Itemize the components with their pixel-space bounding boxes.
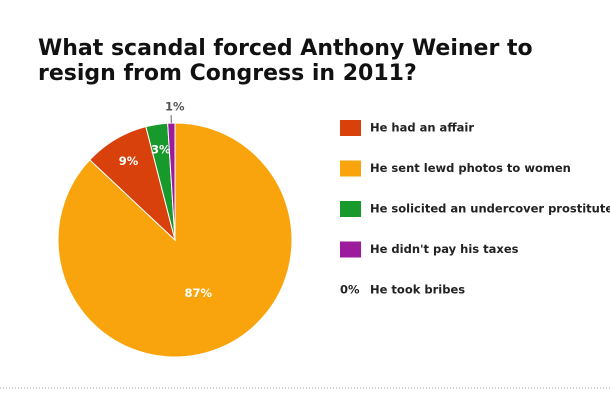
legend-zero-label: 0% <box>340 283 360 297</box>
legend-swatch <box>340 201 361 217</box>
legend-label: He took bribes <box>370 283 465 297</box>
slice-label: 1% <box>165 100 185 114</box>
legend-swatch <box>340 241 361 258</box>
legend-label: He solicited an undercover prostitute <box>370 202 610 216</box>
slice-label: 87% <box>184 286 212 300</box>
legend-label: He had an affair <box>370 121 474 135</box>
legend-swatch <box>340 120 361 136</box>
legend-swatch <box>340 160 361 177</box>
legend-label: He sent lewd photos to women <box>370 161 571 175</box>
legend-label: He didn't pay his taxes <box>370 242 519 256</box>
chart-title: What scandal forced Anthony Weiner to re… <box>38 36 533 86</box>
slice-label: 9% <box>119 154 139 168</box>
slice-label: 3% <box>151 142 171 156</box>
